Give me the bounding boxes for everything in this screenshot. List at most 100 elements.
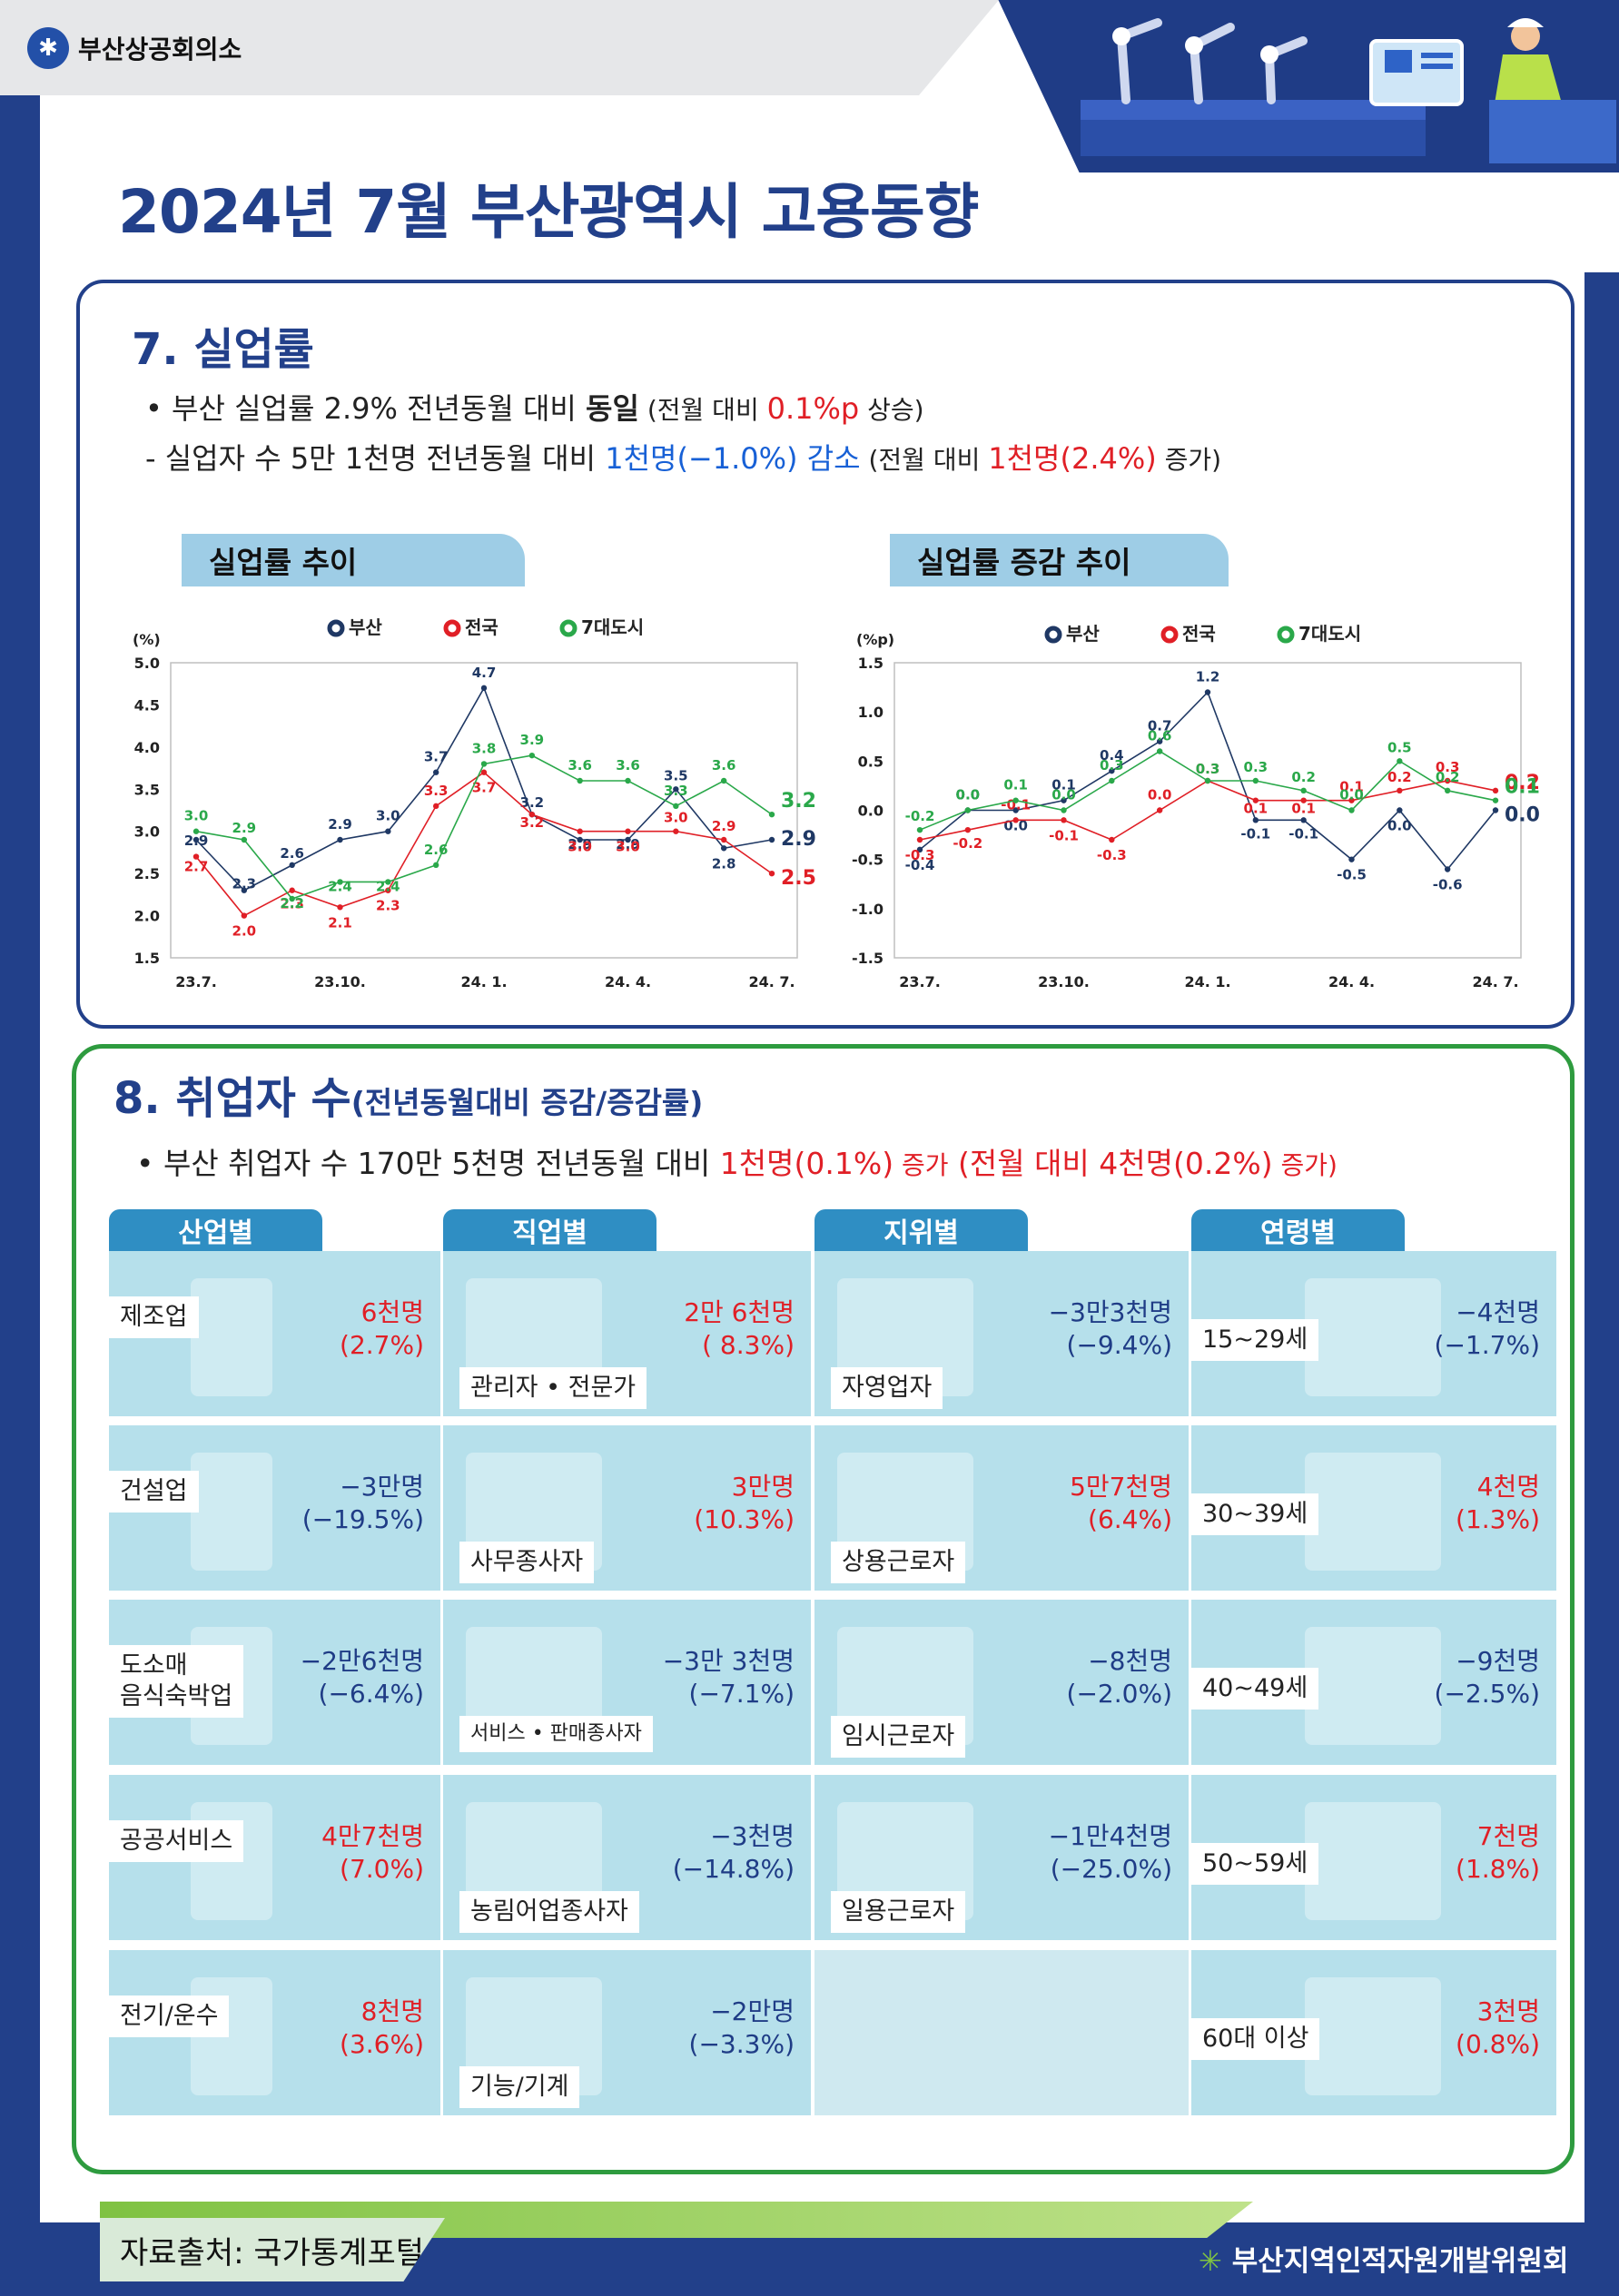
- data-label: -0.4: [905, 857, 935, 873]
- change-rate: (3.6%): [340, 2029, 424, 2060]
- category-label: 건설업: [109, 1471, 199, 1513]
- category-label: 60대 이상: [1191, 2018, 1320, 2060]
- data-label: 3.3: [424, 783, 449, 799]
- change-rate: (−3.3%): [688, 2029, 795, 2060]
- data-label: 2.4: [328, 878, 352, 894]
- data-label: 2.7: [184, 859, 209, 875]
- category-tab: 지위별: [814, 1209, 1028, 1251]
- data-point: [673, 803, 679, 810]
- category-label: 농림어업종사자: [459, 1891, 639, 1933]
- change-amount: 4만7천명: [321, 1821, 424, 1851]
- data-label: 3.9: [520, 732, 545, 748]
- data-label: 2.5: [781, 867, 816, 890]
- data-point: [577, 828, 583, 834]
- change-amount: −4천명: [1456, 1297, 1540, 1327]
- legend-marker: [1277, 626, 1295, 644]
- change-rate: (0.8%): [1456, 2029, 1540, 2060]
- stat-cell: 관리자 • 전문가 2만 6천명( 8.3%): [443, 1251, 811, 1416]
- data-point: [1252, 797, 1259, 803]
- data-point: [193, 836, 200, 843]
- change-value: −2만6천명 (−6.4%): [301, 1645, 424, 1711]
- category-label: 50~59세: [1191, 1843, 1319, 1885]
- change-value: −9천명 (−2.5%): [1435, 1645, 1540, 1711]
- stat-cell: 제조업 6천명 (2.7%): [109, 1251, 440, 1416]
- illustration-icon: [1305, 1802, 1441, 1920]
- legend-label: 부산: [1066, 623, 1100, 645]
- data-label: 0.3: [1436, 759, 1460, 775]
- data-label: 0.0: [956, 787, 981, 803]
- legend-label: 전국: [465, 616, 499, 638]
- data-label: 3.0: [184, 808, 209, 824]
- data-label: 0.0: [1051, 787, 1076, 803]
- data-point: [1109, 767, 1115, 774]
- data-point: [432, 769, 439, 775]
- y-tick-label: 1.5: [134, 950, 160, 967]
- chamber-logo-icon: ✱: [27, 27, 69, 69]
- category-label: 관리자 • 전문가: [459, 1367, 647, 1409]
- change-value: 3만명 (10.3%): [694, 1471, 795, 1537]
- x-tick-label: 24. 1.: [460, 973, 507, 990]
- change-rate: (7.0%): [340, 1854, 424, 1885]
- stat-cell: 전기/운수 8천명 (3.6%): [109, 1950, 440, 2115]
- data-point: [768, 870, 775, 877]
- change-amount: 2만 6천명: [684, 1297, 795, 1327]
- data-point: [385, 887, 391, 893]
- change-value: 2만 6천명( 8.3%): [684, 1296, 795, 1363]
- data-point: [193, 853, 200, 860]
- data-point: [432, 803, 439, 810]
- stat-cell: 자영업자 −3만3천명 (−9.4%): [814, 1251, 1189, 1416]
- data-label: 2.6: [280, 845, 304, 862]
- category-tab: 산업별: [109, 1209, 322, 1251]
- right-frame-bar: [1584, 272, 1619, 2296]
- data-label: 0.6: [1148, 728, 1172, 744]
- y-tick-label: -1.5: [852, 950, 884, 967]
- y-tick-label: -0.5: [852, 852, 884, 869]
- data-label: 2.9: [568, 836, 592, 852]
- data-point: [241, 836, 248, 843]
- stat-cell: 일용근로자 −1만4천명 (−25.0%): [814, 1775, 1189, 1940]
- data-label: 3.7: [424, 749, 449, 765]
- page-title: 2024년 7월 부산광역시 고용동향: [118, 177, 979, 247]
- data-label: 0.1: [1505, 776, 1540, 799]
- category-label: 기능/기계: [459, 2066, 580, 2108]
- footer-org-name: ✳ 부산지역인적자원개발위원회: [1199, 2245, 1569, 2278]
- change-amount: −2만6천명: [300, 1646, 424, 1676]
- change-value: −1만4천명 (−25.0%): [1049, 1820, 1172, 1887]
- data-label: 3.6: [616, 757, 640, 774]
- y-tick-label: 3.5: [134, 781, 160, 798]
- data-label: 0.2: [1436, 769, 1460, 785]
- data-point: [1300, 787, 1307, 794]
- change-amount: −3만명: [340, 1472, 424, 1502]
- data-label: 2.9: [328, 816, 352, 833]
- data-label: 2.2: [280, 895, 304, 912]
- change-amount: 4천명: [1476, 1472, 1540, 1502]
- category-label: 제조업: [109, 1296, 199, 1338]
- change-value: 6천명 (2.7%): [340, 1296, 424, 1363]
- data-point: [964, 807, 972, 813]
- change-amount: 3만명: [731, 1472, 795, 1502]
- data-point: [289, 895, 295, 902]
- category-label: 전기/운수: [109, 1995, 230, 2037]
- y-tick-label: 2.0: [134, 908, 160, 925]
- y-tick-label: 4.0: [134, 739, 160, 756]
- change-rate: (−2.5%): [1434, 1679, 1540, 1710]
- data-label: 2.8: [712, 855, 736, 872]
- data-label: 0.1: [1291, 801, 1316, 817]
- data-point: [1348, 807, 1355, 813]
- data-label: -0.1: [1288, 825, 1318, 842]
- category-label: 15~29세: [1191, 1319, 1319, 1361]
- data-point: [1109, 836, 1115, 843]
- x-tick-label: 24. 7.: [748, 973, 795, 990]
- change-amount: 8천명: [360, 1996, 424, 2026]
- category-label: 자영업자: [831, 1367, 943, 1409]
- data-label: 2.3: [376, 898, 400, 914]
- data-label: 0.1: [1339, 779, 1364, 795]
- illustration-icon: [191, 1453, 272, 1571]
- legend-marker: [559, 619, 578, 637]
- data-point: [1252, 777, 1259, 784]
- change-rate: (−7.1%): [688, 1679, 795, 1710]
- stat-cell: 60대 이상 3천명 (0.8%): [1191, 1950, 1556, 2115]
- data-point: [1444, 787, 1451, 794]
- data-label: 0.7: [1148, 718, 1172, 734]
- data-point: [385, 828, 391, 834]
